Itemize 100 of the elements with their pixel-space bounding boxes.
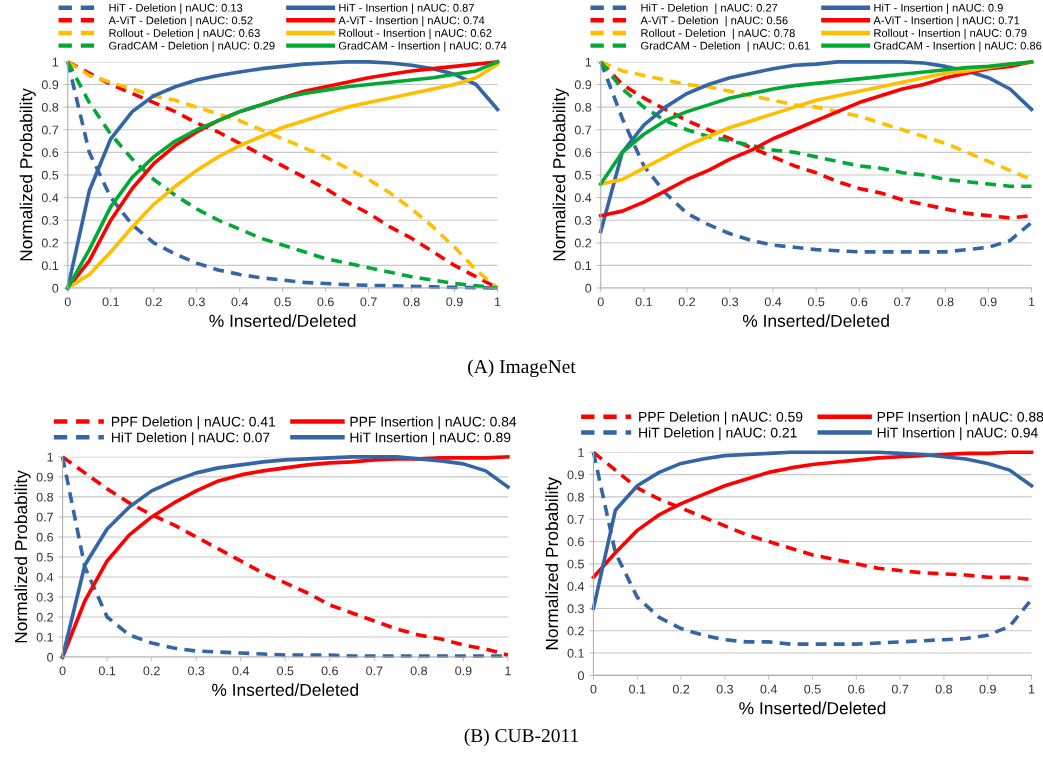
y-tick-label: 0.4 bbox=[574, 193, 592, 203]
y-tick-label: 0.9 bbox=[41, 80, 59, 90]
y-tick-label: 0.6 bbox=[574, 148, 592, 157]
y-tick-label: 0.2 bbox=[567, 626, 584, 636]
x-tick-label: 0.4 bbox=[760, 684, 778, 694]
x-tick-label: 0 bbox=[597, 297, 604, 307]
y-tick-label: 0.5 bbox=[41, 170, 59, 180]
x-tick-label: 0.2 bbox=[143, 666, 160, 676]
y-tick-label: 0 bbox=[52, 283, 59, 293]
x-tick-label: 0.2 bbox=[678, 297, 695, 307]
y-tick-label: 1 bbox=[585, 57, 592, 67]
y-axis-title: Normalized Probability bbox=[552, 88, 569, 261]
x-tick-label: 1 bbox=[505, 666, 511, 676]
y-tick-label: 0.4 bbox=[567, 581, 585, 591]
y-tick-label: 0 bbox=[585, 283, 592, 293]
x-tick-label: 0.4 bbox=[232, 666, 250, 676]
legend-label: Rollout - Insertion | nAUC: 0.62 bbox=[339, 28, 492, 40]
x-tick-label: 0.3 bbox=[187, 666, 205, 676]
x-tick-label: 0.3 bbox=[188, 297, 205, 307]
y-tick-label: 0 bbox=[47, 652, 54, 662]
x-tick-label: 0.7 bbox=[894, 297, 911, 307]
y-tick-label: 0.1 bbox=[567, 648, 584, 658]
x-tick-label: 0 bbox=[64, 297, 71, 307]
text: (B) CUB-2011 bbox=[464, 728, 579, 747]
x-tick-label: 0.8 bbox=[937, 297, 954, 307]
legend-label: HiT Deletion | nAUC: 0.07 bbox=[111, 432, 270, 446]
x-tick-label: 0.2 bbox=[145, 297, 162, 307]
x-tick-label: 0.5 bbox=[807, 297, 825, 307]
x-tick-label: 0.9 bbox=[979, 684, 996, 694]
x-tick-label: 0.5 bbox=[804, 684, 821, 694]
x-tick-label: 0.4 bbox=[231, 297, 248, 307]
x-axis-title: % Inserted/Deleted bbox=[739, 701, 886, 715]
legend-label: PPF Deletion | nAUC: 0.41 bbox=[111, 416, 276, 430]
y-axis-title: Normalized Probability bbox=[14, 470, 31, 643]
legend-label: GradCAM - Insertion | nAUC: 0.86 bbox=[873, 41, 1042, 52]
x-tick-label: 0.3 bbox=[716, 684, 734, 694]
legend-label: HiT Insertion | nAUC: 0.89 bbox=[350, 432, 511, 446]
y-tick-label: 0.7 bbox=[41, 125, 59, 135]
x-tick-label: 0.6 bbox=[317, 297, 334, 307]
y-tick-label: 0.3 bbox=[36, 592, 53, 602]
x-tick-label: 0.1 bbox=[102, 297, 119, 307]
x-tick-label: 0.6 bbox=[848, 684, 865, 694]
legend-label: PPF Insertion | nAUC: 0.84 bbox=[350, 416, 517, 430]
y-tick-label: 1 bbox=[47, 452, 53, 462]
y-tick-label: 0.2 bbox=[36, 612, 53, 622]
y-axis-title: Normalized Probability bbox=[545, 477, 562, 650]
y-tick-label: 0.2 bbox=[574, 238, 592, 248]
legend-label: HiT - Insertion | nAUC: 0.87 bbox=[339, 3, 474, 14]
x-tick-label: 0.4 bbox=[764, 297, 782, 307]
legend-label: GradCAM - Insertion | nAUC: 0.74 bbox=[338, 41, 507, 52]
x-tick-label: 0.7 bbox=[366, 666, 383, 676]
x-axis-title: % Inserted/Deleted bbox=[212, 683, 358, 697]
x-tick-label: 0.1 bbox=[635, 297, 652, 307]
legend-label: HiT Deletion | nAUC: 0.21 bbox=[639, 427, 797, 441]
y-tick-label: 0.6 bbox=[36, 532, 53, 542]
legend-label: A-ViT - Deletion | nAUC: 0.56 bbox=[640, 16, 788, 27]
x-tick-label: 0.6 bbox=[851, 297, 868, 307]
x-axis-title: % Inserted/Deleted bbox=[209, 314, 356, 328]
y-tick-label: 0.3 bbox=[574, 215, 592, 225]
legend-label: PPF Insertion | nAUC: 0.88 bbox=[877, 411, 1043, 425]
x-tick-label: 0.2 bbox=[672, 684, 690, 694]
y-tick-label: 0.1 bbox=[41, 261, 59, 271]
x-axis-title: % Inserted/Deleted bbox=[742, 314, 889, 328]
y-tick-label: 0.3 bbox=[41, 215, 59, 225]
legend-label: HiT - Insertion | nAUC: 0.9 bbox=[874, 3, 1003, 14]
y-tick-label: 0.3 bbox=[567, 604, 584, 614]
x-tick-label: 0.8 bbox=[410, 666, 428, 676]
legend-label: A-ViT - Insertion | nAUC: 0.71 bbox=[873, 16, 1020, 27]
x-tick-label: 0.6 bbox=[321, 666, 338, 676]
legend-label: HiT - Deletion | nAUC: 0.13 bbox=[109, 3, 243, 14]
x-tick-label: 0.7 bbox=[891, 684, 909, 694]
y-tick-label: 0.4 bbox=[41, 193, 59, 203]
legend-label: HiT Insertion | nAUC: 0.94 bbox=[877, 427, 1038, 441]
y-tick-label: 0.9 bbox=[574, 80, 592, 90]
y-tick-label: 0.8 bbox=[567, 492, 584, 502]
y-tick-label: 0.8 bbox=[574, 102, 592, 112]
text: (A) ImageNet bbox=[468, 359, 576, 378]
y-tick-label: 0.8 bbox=[36, 492, 54, 502]
y-tick-label: 0.1 bbox=[36, 632, 53, 642]
y-tick-label: 0.2 bbox=[41, 238, 59, 248]
x-tick-label: 0.7 bbox=[360, 297, 377, 307]
line-series bbox=[591, 450, 1034, 646]
y-tick-label: 0.7 bbox=[567, 515, 584, 524]
y-tick-label: 0.4 bbox=[36, 572, 54, 582]
x-tick-label: 1 bbox=[1029, 684, 1035, 694]
x-tick-label: 0.1 bbox=[98, 666, 116, 676]
legend-label: PPF Deletion | nAUC: 0.59 bbox=[639, 411, 803, 425]
legend-label: Rollout - Deletion | nAUC: 0.78 bbox=[641, 28, 795, 40]
y-tick-label: 0.8 bbox=[41, 102, 59, 112]
y-tick-label: 0.9 bbox=[36, 472, 53, 482]
y-tick-label: 1 bbox=[52, 57, 59, 67]
y-tick-label: 0.7 bbox=[36, 512, 53, 522]
x-tick-label: 0 bbox=[59, 666, 66, 676]
legend-label: Rollout - Deletion | nAUC: 0.63 bbox=[109, 28, 260, 40]
x-tick-label: 1 bbox=[494, 297, 501, 307]
y-axis-title: Normalized Probability bbox=[19, 88, 36, 261]
legend-label: A-ViT - Deletion | nAUC: 0.52 bbox=[108, 16, 253, 27]
y-tick-label: 1 bbox=[578, 448, 584, 457]
x-tick-label: 0.9 bbox=[455, 666, 472, 676]
x-tick-label: 0.8 bbox=[403, 297, 420, 307]
